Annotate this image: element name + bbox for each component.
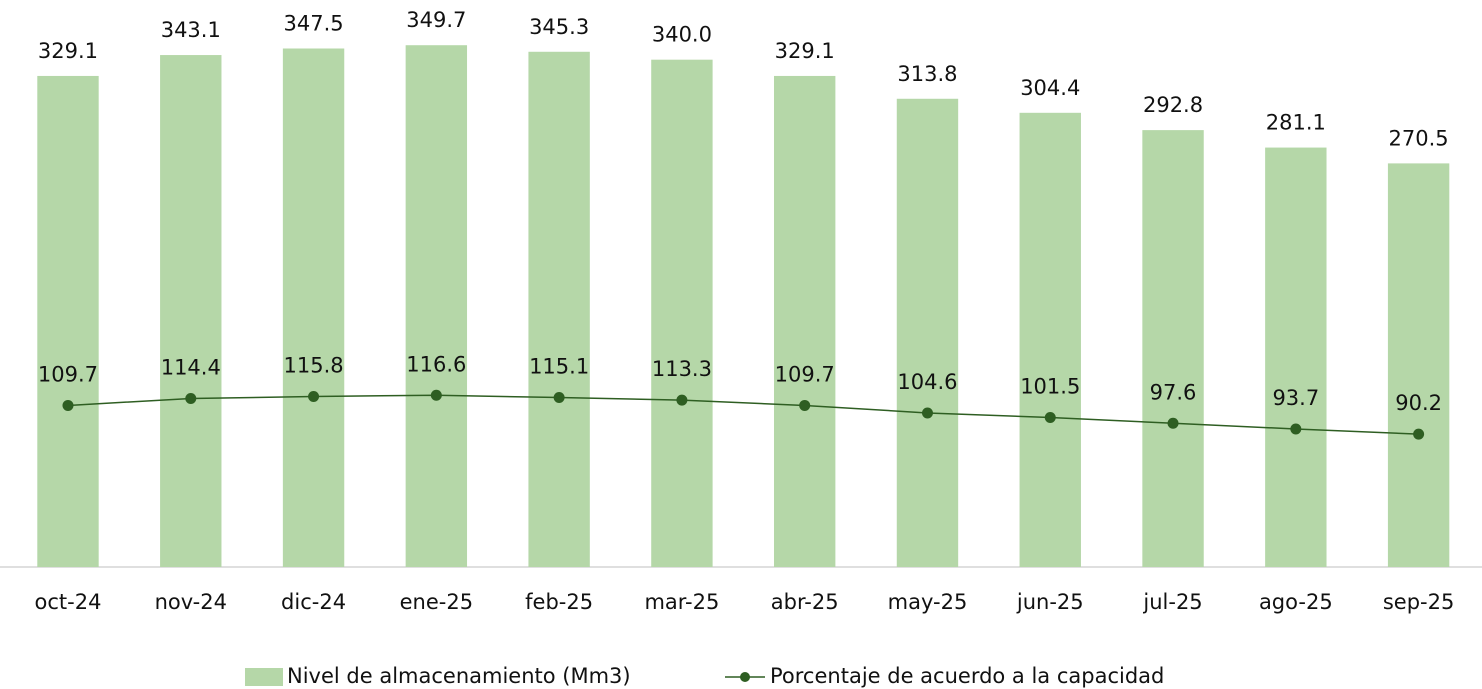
x-tick-label: abr-25 <box>771 590 839 614</box>
line-point <box>185 393 197 405</box>
data-label: 116.6 <box>406 352 466 376</box>
legend-label: Porcentaje de acuerdo a la capacidad <box>770 664 1164 688</box>
x-tick-label: sep-25 <box>1383 590 1455 614</box>
data-label: 345.3 <box>529 15 589 39</box>
bar <box>1387 163 1450 567</box>
line-point <box>1290 423 1302 435</box>
line-point <box>430 389 442 401</box>
x-tick-label: may-25 <box>888 590 968 614</box>
data-label: 114.4 <box>161 356 221 380</box>
data-label: 281.1 <box>1266 111 1326 135</box>
data-label: 347.5 <box>283 11 343 35</box>
data-label: 93.7 <box>1272 386 1319 410</box>
data-label: 349.7 <box>406 8 466 32</box>
line-point <box>921 407 933 419</box>
bar <box>282 48 345 568</box>
data-label: 113.3 <box>652 357 712 381</box>
x-tick-label: ene-25 <box>400 590 473 614</box>
data-label: 292.8 <box>1143 93 1203 117</box>
data-label: 97.6 <box>1150 380 1197 404</box>
bar <box>405 45 468 567</box>
x-tick-label: oct-24 <box>35 590 102 614</box>
line-point <box>308 390 320 402</box>
x-tick-label: jul-25 <box>1142 590 1202 614</box>
data-label: 115.8 <box>283 353 343 377</box>
data-label: 329.1 <box>775 39 835 63</box>
data-label: 104.6 <box>897 370 957 394</box>
bar <box>1019 112 1081 567</box>
legend-swatch <box>245 668 283 686</box>
bar <box>1142 130 1204 567</box>
bar <box>651 59 713 568</box>
data-label: 101.5 <box>1020 375 1080 399</box>
legend-label: Nivel de almacenamiento (Mm3) <box>287 664 631 688</box>
data-label: 329.1 <box>38 39 98 63</box>
data-label: 340.0 <box>652 23 712 47</box>
data-label: 343.1 <box>161 18 221 42</box>
bar <box>37 75 99 568</box>
x-tick-label: jun-25 <box>1016 590 1084 614</box>
data-label: 313.8 <box>897 62 957 86</box>
legend-swatch-point <box>740 672 750 682</box>
data-label: 109.7 <box>775 362 835 386</box>
bar <box>773 75 836 568</box>
data-label: 270.5 <box>1389 126 1449 150</box>
x-tick-label: feb-25 <box>525 590 593 614</box>
x-tick-label: mar-25 <box>644 590 719 614</box>
data-label: 109.7 <box>38 362 98 386</box>
bar <box>160 55 222 567</box>
x-tick-label: ago-25 <box>1259 590 1333 614</box>
line <box>67 394 1419 435</box>
line-point <box>1413 428 1425 440</box>
bar <box>528 51 590 567</box>
data-label: 115.1 <box>529 354 589 378</box>
line-point <box>553 391 565 403</box>
bar <box>1265 147 1327 567</box>
line-point <box>62 399 74 411</box>
line-point <box>676 394 688 406</box>
line-point <box>1167 417 1179 429</box>
data-label: 304.4 <box>1020 76 1080 100</box>
line-point <box>1044 412 1056 424</box>
x-tick-label: nov-24 <box>155 590 227 614</box>
data-label: 90.2 <box>1395 391 1442 415</box>
x-tick-label: dic-24 <box>281 590 346 614</box>
bar <box>896 98 959 567</box>
line-point <box>799 399 811 411</box>
